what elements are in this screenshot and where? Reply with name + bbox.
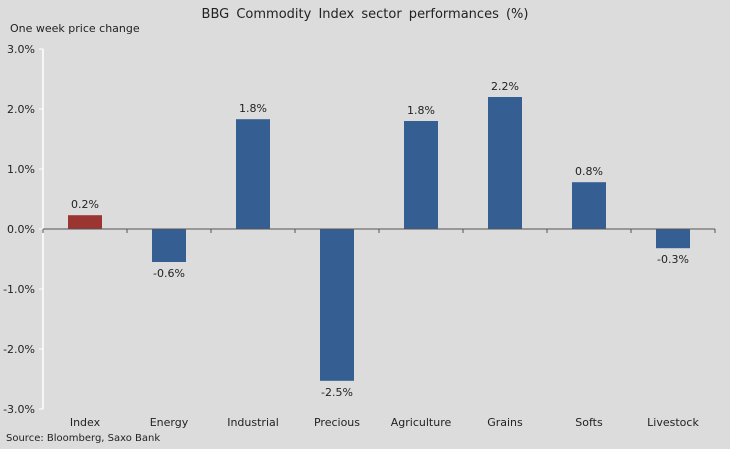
source-note: Source: Bloomberg, Saxo Bank (6, 433, 161, 444)
bar-livestock (656, 229, 690, 249)
y-axis-label: One week price change (10, 22, 140, 35)
data-label: -0.6% (153, 267, 185, 280)
data-label: 2.2% (491, 80, 519, 93)
bar-agriculture (404, 121, 438, 229)
y-tick-label: 1.0% (7, 163, 35, 176)
y-tick-label: 3.0% (7, 43, 35, 56)
x-tick-label: Livestock (647, 416, 699, 429)
x-tick-label: Agriculture (391, 416, 452, 429)
y-tick-label: -3.0% (3, 403, 35, 416)
bar-precious (320, 229, 354, 381)
data-label: 1.8% (407, 104, 435, 117)
x-tick-label: Softs (575, 416, 603, 429)
x-tick-label: Energy (150, 416, 189, 429)
bar-industrial (236, 119, 270, 229)
x-tick-label: Precious (314, 416, 360, 429)
bar-index (68, 215, 102, 229)
x-tick-label: Index (70, 416, 101, 429)
x-tick-label: Industrial (227, 416, 279, 429)
y-tick-label: 0.0% (7, 223, 35, 236)
data-label: 0.8% (575, 165, 603, 178)
bar-softs (572, 182, 606, 229)
x-tick-label: Grains (487, 416, 523, 429)
y-tick-label: -2.0% (3, 343, 35, 356)
y-tick-label: -1.0% (3, 283, 35, 296)
bar-grains (488, 97, 522, 229)
data-label: -2.5% (321, 386, 353, 399)
y-tick-label: 2.0% (7, 103, 35, 116)
chart-title: BBG Commodity Index sector performances … (201, 7, 529, 22)
data-label: -0.3% (657, 253, 689, 266)
data-label: 1.8% (239, 102, 267, 115)
bar-energy (152, 229, 186, 262)
data-label: 0.2% (71, 198, 99, 211)
